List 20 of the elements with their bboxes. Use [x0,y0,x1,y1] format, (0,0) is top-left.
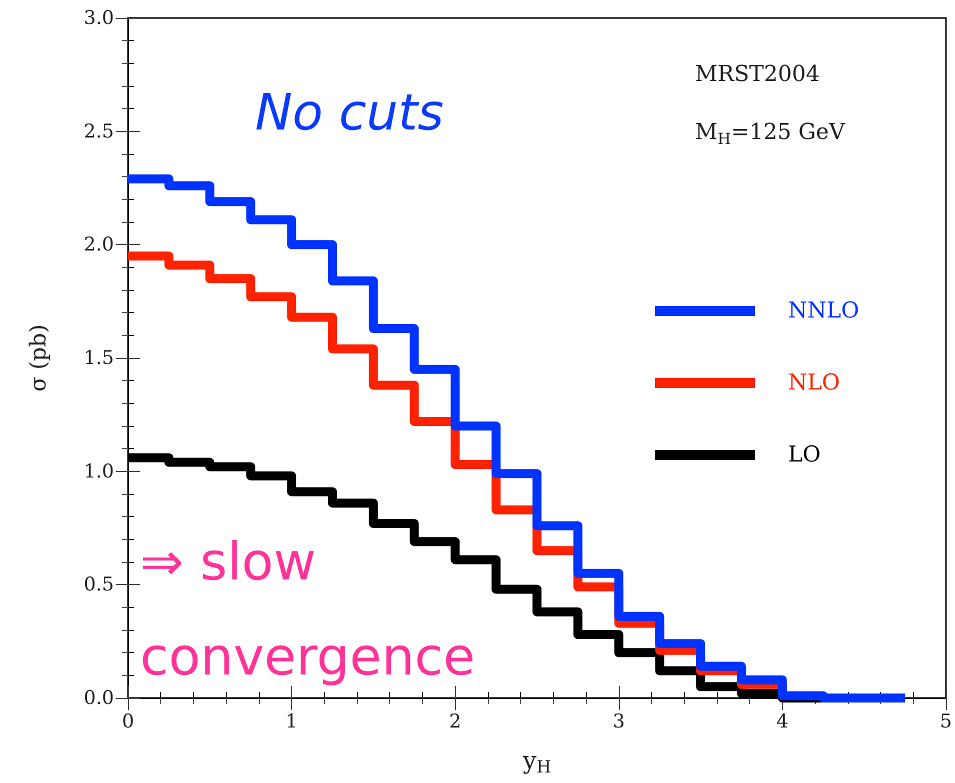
y-tick-label: 3.0 [84,7,114,29]
x-tick-label: 1 [286,710,298,732]
x-tick-label: 4 [776,710,788,732]
y-tick-label: 2.5 [84,120,114,142]
y-tick-label: 1.5 [84,347,114,369]
x-tick-label: 3 [612,710,625,732]
legend-label: NNLO [788,298,860,324]
legend-label: LO [788,442,821,468]
y-tick-label: 2.0 [84,234,114,256]
annotation: ⇒ slow convergence [140,532,476,688]
y-axis-title: σ (pb) [26,324,52,392]
x-tick-label: 5 [940,710,952,732]
y-tick-label: 1.0 [84,460,114,482]
annotation: MRST2004 [695,62,820,87]
annotation: No cuts [255,84,444,142]
x-tick-label: 0 [122,710,134,732]
legend-label: NLO [788,370,840,396]
y-tick-label: 0.5 [84,574,114,596]
y-tick-label: 0.0 [84,687,114,709]
x-tick-label: 2 [449,710,462,732]
